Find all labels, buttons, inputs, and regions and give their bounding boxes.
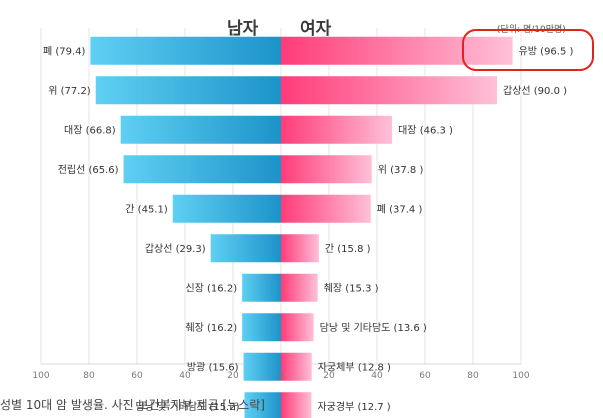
female-bar bbox=[281, 313, 314, 342]
male-title: 남자 bbox=[227, 19, 259, 39]
caption: 성별 10대 암 발생율. 사진 보건복지부 제공 [뉴스락] bbox=[0, 398, 265, 412]
female-title: 여자 bbox=[300, 19, 332, 39]
female-bar bbox=[281, 273, 318, 302]
female-bar-label: 폐 (37.4 ) bbox=[377, 203, 423, 215]
male-bar bbox=[210, 234, 281, 263]
female-bar-label: 유방 (96.5 ) bbox=[519, 45, 574, 57]
female-bar-label: 갑상선 (90.0 ) bbox=[503, 85, 567, 97]
x-tick-label: 100 bbox=[512, 371, 529, 381]
male-bar-label: 대장 (66.8) bbox=[64, 124, 116, 136]
female-bar-label: 대장 (46.3 ) bbox=[398, 124, 453, 136]
female-bar bbox=[281, 352, 312, 381]
female-bar bbox=[281, 234, 319, 263]
male-bar-label: 췌장 (16.2) bbox=[185, 322, 237, 334]
x-tick-label: 80 bbox=[467, 371, 479, 381]
male-bar bbox=[243, 352, 281, 381]
female-bar-label: 자궁경부 (12.7 ) bbox=[317, 400, 390, 413]
female-bar-label: 담낭 및 기타담도 (13.6 ) bbox=[320, 322, 427, 334]
x-tick-label: 60 bbox=[419, 371, 431, 381]
female-bar-label: 자궁체부 (12.8 ) bbox=[318, 361, 391, 373]
male-bar bbox=[95, 76, 281, 105]
highlight-circle bbox=[462, 29, 594, 71]
x-tick-label: 0 bbox=[278, 371, 284, 381]
female-bar bbox=[281, 155, 372, 184]
male-bar-label: 신장 (16.2) bbox=[185, 282, 237, 294]
female-bar bbox=[281, 115, 393, 144]
female-bar-label: 췌장 (15.3 ) bbox=[324, 282, 379, 294]
female-bar-label: 간 (15.8 ) bbox=[325, 243, 371, 255]
male-bar-label: 갑상선 (29.3) bbox=[145, 243, 206, 255]
male-bar-label: 방광 (15.6) bbox=[187, 361, 239, 373]
male-bar-label: 간 (45.1) bbox=[125, 203, 168, 215]
male-bar bbox=[120, 115, 282, 144]
x-tick-label: 100 bbox=[32, 371, 49, 381]
female-bar bbox=[281, 194, 371, 223]
male-bar-label: 전립선 (65.6) bbox=[58, 163, 119, 176]
male-bar bbox=[90, 36, 281, 65]
male-bar bbox=[244, 392, 281, 418]
x-tick-label: 80 bbox=[83, 371, 95, 381]
male-bar bbox=[172, 194, 281, 223]
female-bar bbox=[281, 392, 312, 418]
male-bar bbox=[242, 313, 281, 342]
x-tick-label: 20 bbox=[227, 371, 239, 381]
female-bar bbox=[281, 76, 497, 105]
male-bar-label: 담낭 및 기타담도 (15.2) bbox=[136, 401, 240, 413]
male-bar bbox=[242, 273, 281, 302]
male-bar bbox=[123, 155, 281, 184]
x-tick-label: 60 bbox=[131, 371, 143, 381]
male-bar-label: 위 (77.2) bbox=[48, 84, 91, 97]
x-tick-label: 40 bbox=[371, 371, 383, 381]
x-tick-label: 20 bbox=[323, 371, 335, 381]
female-bar-label: 위 (37.8 ) bbox=[378, 163, 424, 176]
male-bar-label: 폐 (79.4) bbox=[43, 45, 86, 57]
x-tick-label: 40 bbox=[179, 371, 191, 381]
